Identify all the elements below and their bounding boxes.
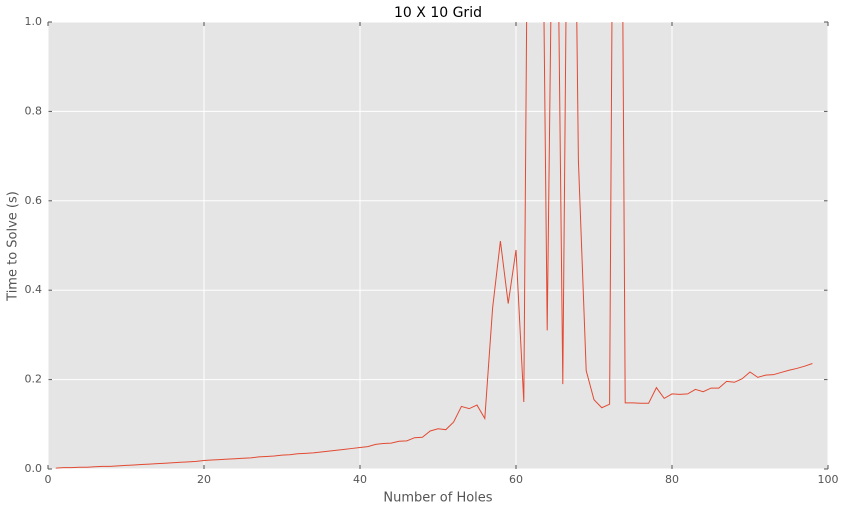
x-tick-label: 20 — [197, 473, 211, 486]
plot-lines — [55, 22, 813, 469]
chart-title: 10 X 10 Grid — [394, 5, 482, 21]
y-tick-label: 0.6 — [25, 194, 43, 207]
y-tick-label: 0.2 — [25, 373, 43, 386]
x-tick-label: 60 — [509, 473, 523, 486]
x-tick-label: 0 — [45, 473, 52, 486]
x-tick-label: 40 — [353, 473, 367, 486]
x-tick-label: 100 — [818, 473, 839, 486]
data-line — [55, 22, 813, 469]
x-tick-label: 80 — [665, 473, 679, 486]
plot-area — [48, 22, 828, 469]
y-tick-label: 0.0 — [25, 462, 43, 475]
y-tick-label: 0.4 — [25, 283, 43, 296]
y-tick-label: 0.8 — [25, 104, 43, 117]
y-tick-label: 1.0 — [25, 15, 43, 28]
y-axis-label: Time to Solve (s) — [6, 191, 21, 302]
x-axis-label: Number of Holes — [383, 491, 492, 506]
